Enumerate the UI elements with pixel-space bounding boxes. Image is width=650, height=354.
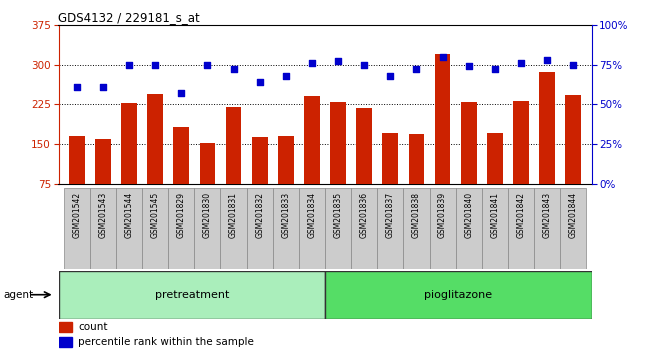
Bar xyxy=(58,322,72,332)
Bar xyxy=(513,101,529,224)
Bar xyxy=(220,188,246,269)
Text: GSM201543: GSM201543 xyxy=(98,192,107,238)
Text: GSM201832: GSM201832 xyxy=(255,192,264,238)
Point xyxy=(489,67,500,72)
Bar xyxy=(456,188,482,269)
Point xyxy=(150,62,161,67)
Bar xyxy=(404,188,430,269)
Text: GSM201835: GSM201835 xyxy=(333,192,343,238)
Bar xyxy=(278,136,294,224)
Bar xyxy=(508,188,534,269)
Point xyxy=(568,62,578,67)
Bar xyxy=(325,188,351,269)
Bar xyxy=(304,96,320,224)
Bar xyxy=(168,188,194,269)
Text: agent: agent xyxy=(3,290,33,300)
Bar xyxy=(58,337,72,347)
Text: GSM201842: GSM201842 xyxy=(517,192,525,238)
Point xyxy=(542,57,552,63)
Bar xyxy=(148,94,163,224)
Point xyxy=(411,67,422,72)
Text: GSM201833: GSM201833 xyxy=(281,192,291,238)
Bar xyxy=(174,127,189,224)
Bar xyxy=(142,188,168,269)
Bar xyxy=(560,188,586,269)
Point xyxy=(281,73,291,79)
Bar xyxy=(273,188,299,269)
Point xyxy=(437,54,448,59)
Bar xyxy=(409,133,424,224)
Text: percentile rank within the sample: percentile rank within the sample xyxy=(78,337,254,347)
Point xyxy=(72,84,82,90)
Bar xyxy=(95,139,110,224)
Bar xyxy=(194,188,220,269)
Bar xyxy=(69,136,84,224)
Bar xyxy=(430,188,456,269)
Bar xyxy=(299,188,325,269)
Bar xyxy=(566,95,581,224)
Text: GSM201839: GSM201839 xyxy=(438,192,447,238)
Point xyxy=(385,73,395,79)
Text: GSM201841: GSM201841 xyxy=(490,192,499,238)
Bar xyxy=(382,132,398,224)
Point xyxy=(463,63,474,69)
Text: GSM201831: GSM201831 xyxy=(229,192,238,238)
Point xyxy=(98,84,108,90)
Point xyxy=(359,62,369,67)
Text: GSM201545: GSM201545 xyxy=(151,192,160,238)
Text: GSM201834: GSM201834 xyxy=(307,192,317,238)
Bar xyxy=(461,102,476,224)
Text: GSM201843: GSM201843 xyxy=(543,192,552,238)
Point xyxy=(333,58,343,64)
Bar xyxy=(325,271,592,319)
Bar xyxy=(116,188,142,269)
Bar xyxy=(330,102,346,224)
Bar xyxy=(200,143,215,224)
Point xyxy=(228,67,239,72)
Bar xyxy=(356,108,372,224)
Bar xyxy=(252,137,268,224)
Point xyxy=(515,60,526,66)
Bar xyxy=(226,107,241,224)
Text: pioglitazone: pioglitazone xyxy=(424,290,492,300)
Point xyxy=(307,60,317,66)
Point xyxy=(202,62,213,67)
Text: GDS4132 / 229181_s_at: GDS4132 / 229181_s_at xyxy=(58,11,200,24)
Text: count: count xyxy=(78,322,107,332)
Bar xyxy=(534,188,560,269)
Text: GSM201542: GSM201542 xyxy=(72,192,81,238)
Text: GSM201830: GSM201830 xyxy=(203,192,212,238)
Point xyxy=(255,79,265,85)
Bar xyxy=(121,103,137,224)
Bar xyxy=(482,188,508,269)
Text: GSM201838: GSM201838 xyxy=(412,192,421,238)
Bar xyxy=(435,54,450,224)
Point xyxy=(124,62,135,67)
Text: GSM201837: GSM201837 xyxy=(386,192,395,238)
Bar xyxy=(246,188,273,269)
Text: GSM201836: GSM201836 xyxy=(359,192,369,238)
Bar xyxy=(90,188,116,269)
Bar xyxy=(487,132,502,224)
Bar xyxy=(377,188,404,269)
Bar xyxy=(64,188,90,269)
Bar xyxy=(540,72,555,224)
Text: GSM201840: GSM201840 xyxy=(464,192,473,238)
Text: GSM201844: GSM201844 xyxy=(569,192,578,238)
Bar xyxy=(351,188,377,269)
Text: pretreatment: pretreatment xyxy=(155,290,229,300)
Bar xyxy=(58,271,325,319)
Text: GSM201544: GSM201544 xyxy=(125,192,133,238)
Point xyxy=(176,90,187,96)
Text: GSM201829: GSM201829 xyxy=(177,192,186,238)
